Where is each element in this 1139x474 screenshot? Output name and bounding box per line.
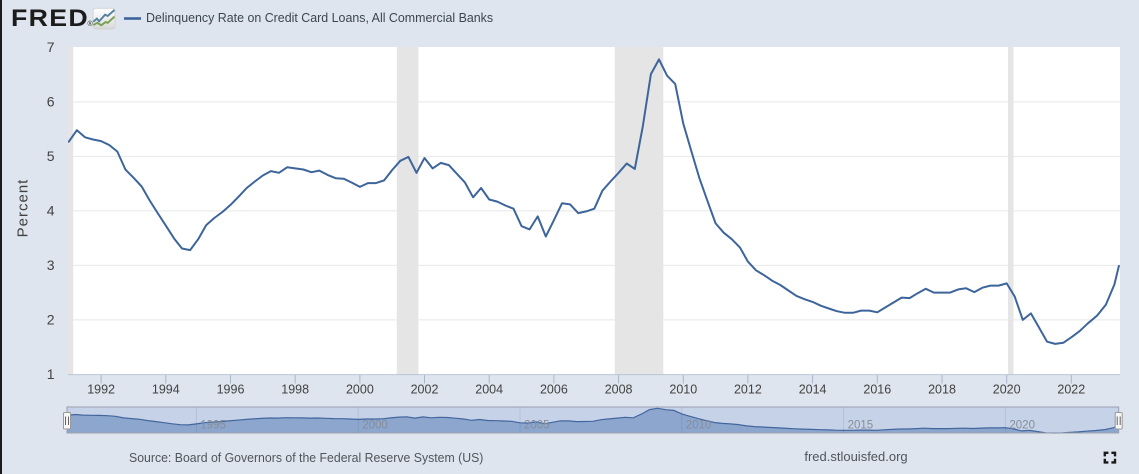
svg-text:2010: 2010 bbox=[686, 420, 712, 432]
svg-text:2012: 2012 bbox=[734, 383, 762, 397]
svg-text:2020: 2020 bbox=[1009, 420, 1035, 432]
svg-text:2000: 2000 bbox=[346, 383, 374, 397]
svg-text:2014: 2014 bbox=[799, 383, 827, 397]
svg-text:1998: 1998 bbox=[281, 383, 309, 397]
svg-text:2022: 2022 bbox=[1057, 383, 1085, 397]
svg-text:1994: 1994 bbox=[152, 383, 180, 397]
svg-text:4: 4 bbox=[47, 202, 55, 218]
svg-text:6: 6 bbox=[47, 93, 55, 109]
svg-text:1992: 1992 bbox=[87, 383, 115, 397]
svg-text:1: 1 bbox=[47, 366, 55, 382]
svg-text:2002: 2002 bbox=[411, 383, 439, 397]
svg-text:2015: 2015 bbox=[848, 420, 874, 432]
svg-text:2018: 2018 bbox=[928, 383, 956, 397]
svg-text:Percent: Percent bbox=[15, 179, 32, 238]
svg-text:2016: 2016 bbox=[863, 383, 891, 397]
svg-text:2: 2 bbox=[47, 311, 55, 327]
svg-text:1996: 1996 bbox=[217, 383, 245, 397]
svg-text:5: 5 bbox=[47, 148, 55, 164]
svg-text:1995: 1995 bbox=[200, 420, 226, 432]
svg-text:2010: 2010 bbox=[669, 383, 697, 397]
svg-text:3: 3 bbox=[47, 257, 55, 273]
svg-text:2000: 2000 bbox=[362, 420, 388, 432]
svg-text:2004: 2004 bbox=[475, 383, 503, 397]
svg-text:2006: 2006 bbox=[540, 383, 568, 397]
svg-text:2020: 2020 bbox=[993, 383, 1021, 397]
svg-text:2008: 2008 bbox=[605, 383, 633, 397]
svg-text:7: 7 bbox=[47, 39, 55, 55]
svg-text:2005: 2005 bbox=[524, 420, 550, 432]
